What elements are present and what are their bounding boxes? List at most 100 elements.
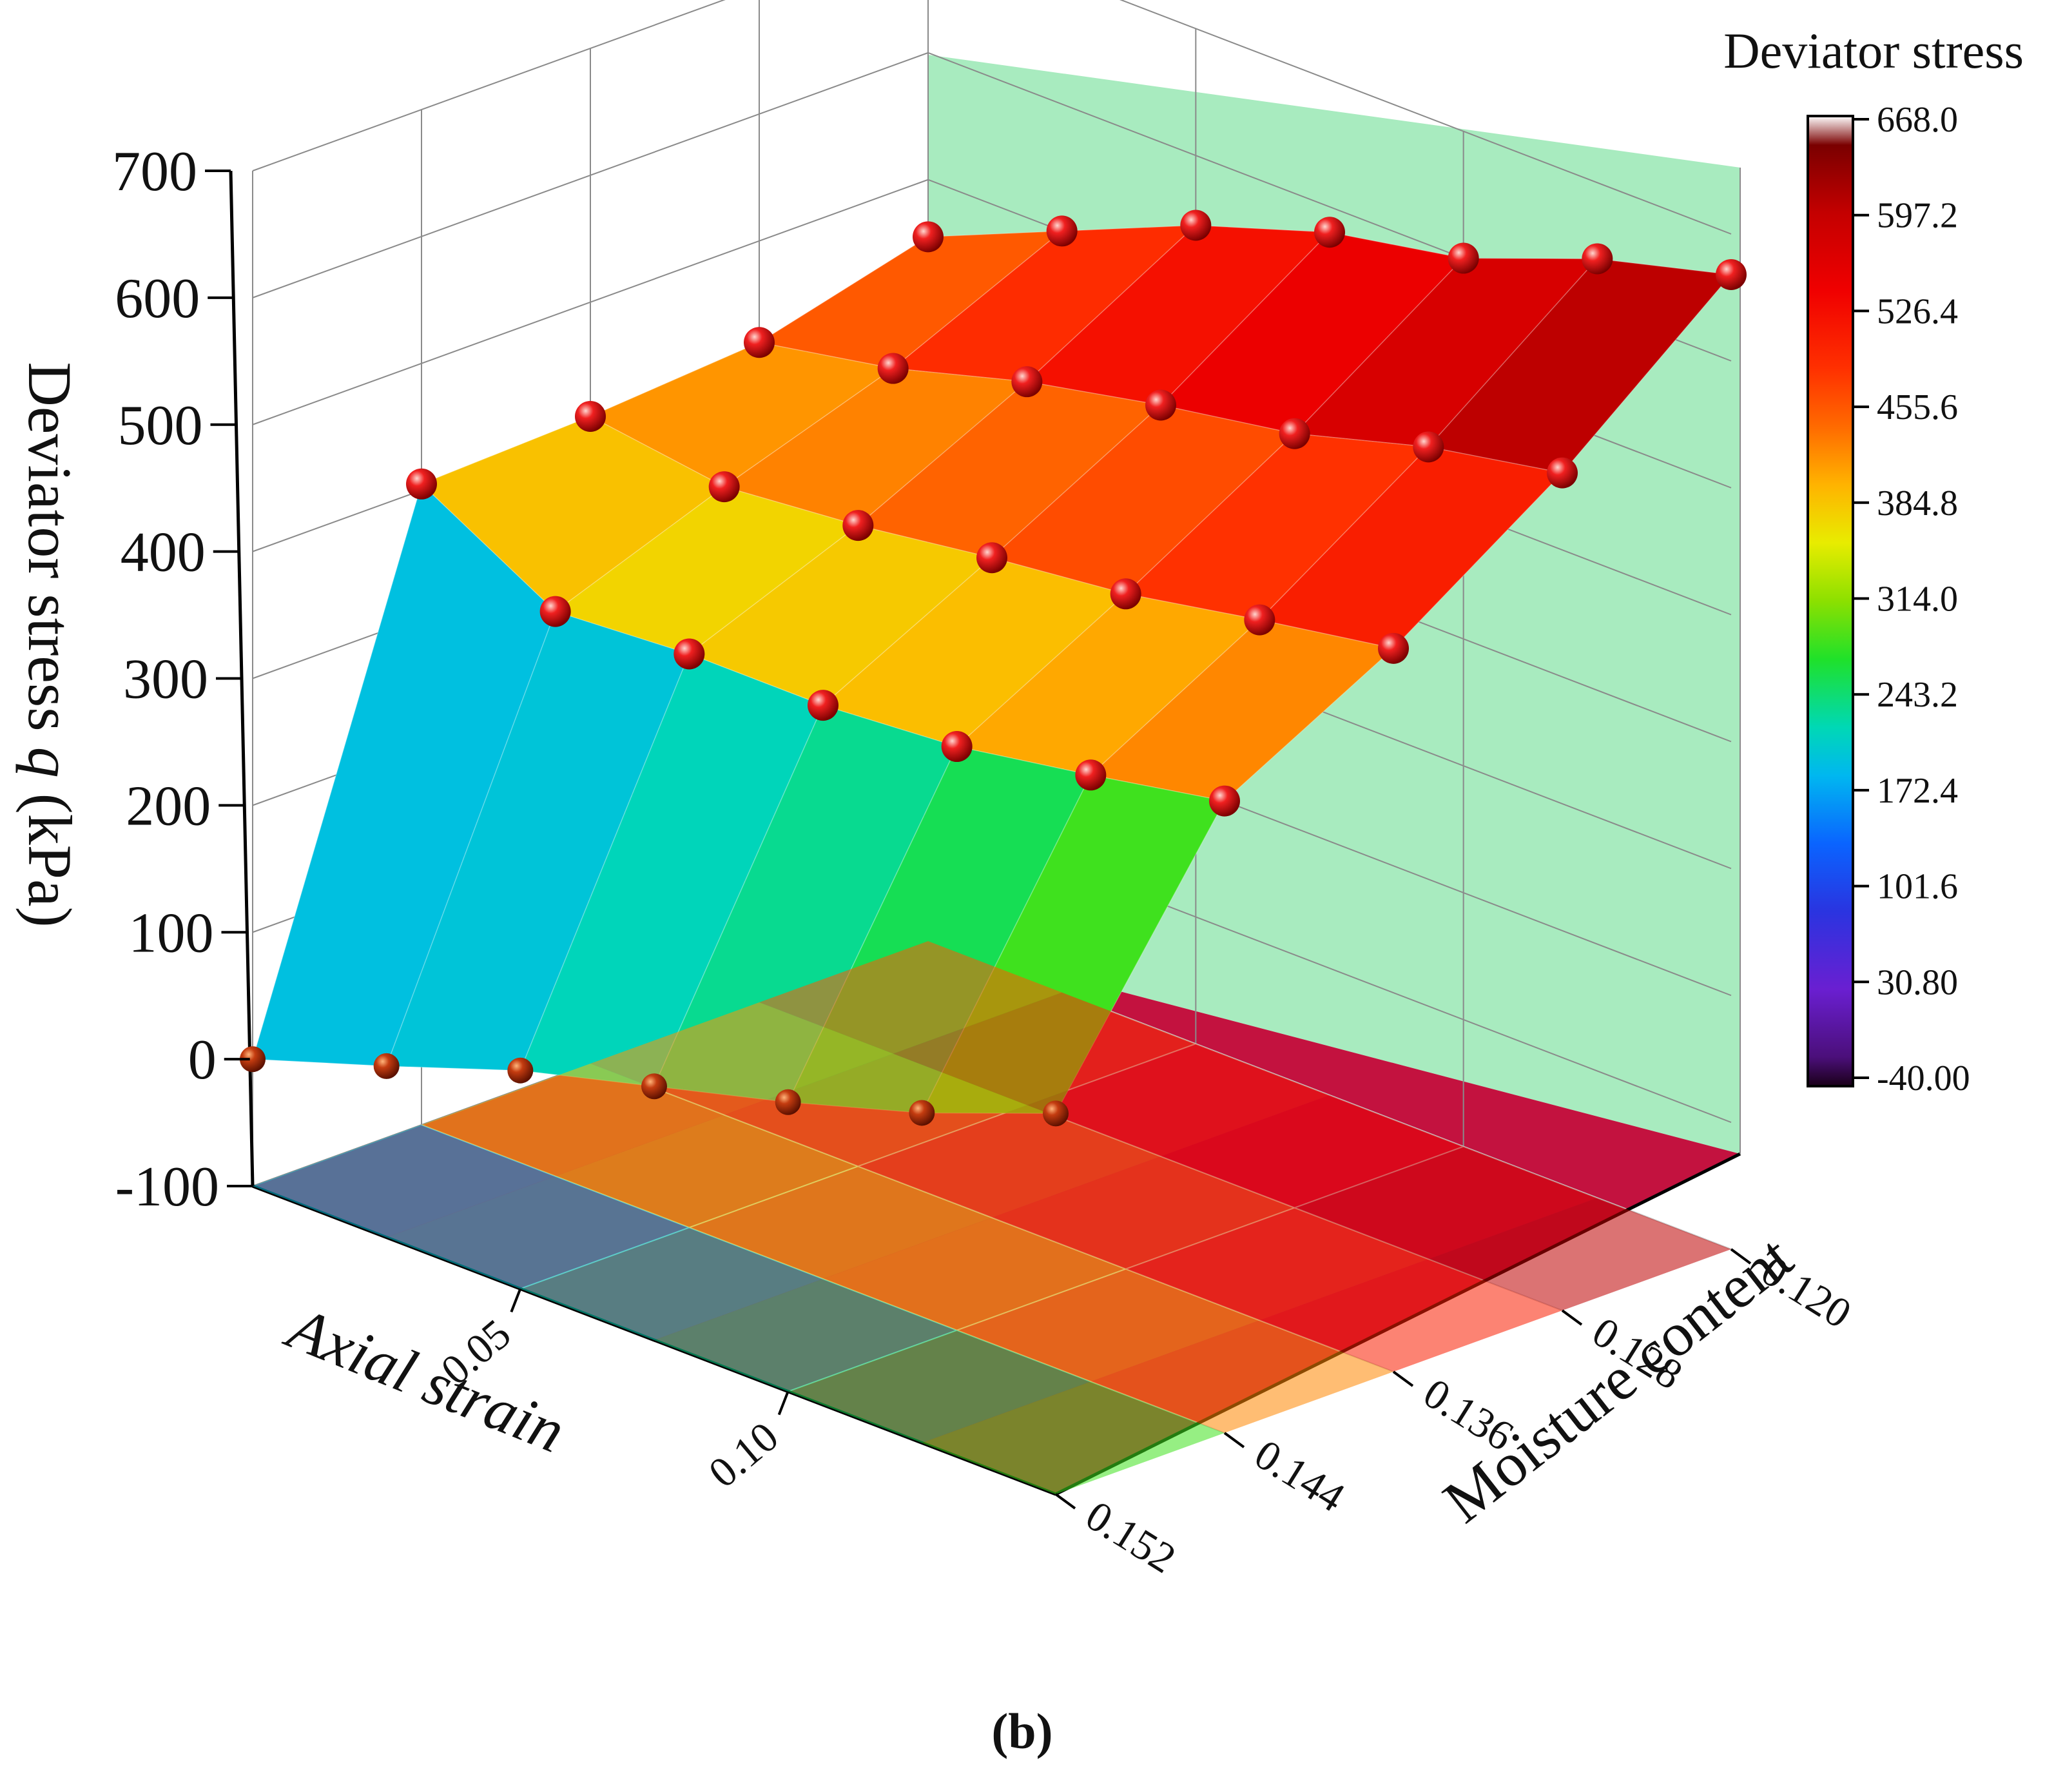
data-point [1582,243,1613,275]
y-tick-mark [1392,1370,1414,1387]
colorbar-title: Deviator stress [1723,23,2024,79]
data-point [1547,457,1578,489]
data-point [373,1053,400,1079]
y-tick-label: 0.144 [1246,1430,1353,1521]
floor-contour-patch [893,992,1196,1105]
data-point [1180,209,1212,241]
data-point [877,353,909,384]
floor-contour-patch [689,1166,992,1279]
data-point [1279,418,1310,449]
z-tick-label: 500 [118,394,203,457]
floor-contour-patch [253,1125,556,1238]
colorbar-tick-label: 668.0 [1877,100,1958,140]
colorbar-tick-label: 30.80 [1877,962,1958,1002]
data-point [1378,632,1409,664]
z-axis-title-italic: q [15,747,84,778]
colorbar-tick-label: -40.00 [1877,1058,1970,1098]
data-point [1011,366,1043,398]
floor-contour-patch [992,1156,1295,1269]
data-point [674,638,705,670]
colorbar: Deviator stress 668.0 597.2 526.4 455.6 384.… [1723,23,2024,1098]
y-tick-mark [1223,1432,1245,1448]
floor-contour-patch [1090,1320,1393,1433]
floor-contour-patch [823,1218,1126,1330]
data-point [909,1100,935,1126]
y-tick-mark [1730,1248,1752,1265]
floor-contour-patch [555,1115,858,1228]
data-point [641,1073,667,1100]
colorbar-tick-label: 172.4 [1877,771,1958,811]
data-point [539,596,571,627]
y-tick-mark [1054,1493,1076,1510]
floor-contour-patch [386,1176,690,1289]
z-tick-label: -100 [115,1156,219,1218]
data-point [1145,389,1176,421]
colorbar-tick-label: 243.2 [1877,675,1958,715]
z-tick-label: 600 [115,268,200,330]
x-tick-mark [510,1288,522,1313]
data-point [913,221,944,253]
data-point [941,731,973,763]
data-point [1110,578,1141,610]
z-tick-label: 0 [188,1029,217,1091]
data-point [406,468,437,500]
data-markers [240,209,1747,1127]
floor-contour-patch [956,1269,1260,1382]
data-point [575,400,606,432]
x-tick-label: 0.10 [700,1413,787,1497]
data-point [1716,259,1747,290]
data-point [1314,217,1345,248]
data-point [1075,759,1107,791]
data-point [842,510,874,541]
colorbar-tick-label: 597.2 [1877,196,1958,236]
x-tick-mark [777,1390,790,1416]
floor-contour-patch [654,1279,957,1392]
z-tick-label: 300 [123,648,208,711]
floor-contour-patch [858,1105,1161,1218]
panel-label: (b) [991,1703,1052,1759]
data-point [976,542,1007,574]
data-point [1209,785,1240,817]
floor-contour-patch [520,1227,823,1340]
z-axis-title-prefix: Deviator stress [15,362,84,746]
surface [252,224,1732,1494]
data-point [808,690,838,721]
colorbar-bar [1807,115,1854,1087]
colorbar-tick-label: 384.8 [1877,483,1958,523]
colorbar-tick-label: 455.6 [1877,387,1958,427]
z-tick-label: 700 [112,141,197,203]
floor-contour-patch [1259,1259,1562,1372]
data-point [1413,431,1444,463]
z-axis-title-suffix: (kPa) [15,778,84,928]
colorbar-tick-label: 101.6 [1877,867,1958,907]
data-point [775,1089,801,1115]
colorbar-tick-label: 314.0 [1877,579,1958,619]
y-tick-mark [1561,1309,1583,1326]
floor-contour-patch [922,1381,1225,1494]
floor-contour-patch [759,941,1062,1054]
data-point [1043,1100,1069,1127]
data-point [1448,242,1479,274]
data-point [708,471,740,503]
floor-contour-patch [1428,1198,1731,1310]
z-axis-ticks: -100 0 100 200 300 400 500 600 700 [112,141,253,1218]
x-axis-title: Axial strain [276,1292,574,1466]
data-point [744,327,775,358]
data-point [1244,604,1275,636]
floor-contour-patch [788,1330,1091,1443]
floor-contour-patch [1161,1095,1464,1208]
z-axis-title: Deviator stress q (kPa) [15,362,84,927]
z-tick-label: 400 [121,521,206,584]
floor-contour-patch [724,1053,1027,1167]
z-tick-label: 200 [126,775,211,837]
colorbar-ticks: 668.0 597.2 526.4 455.6 384.8 314.0 243.2 172.4… [1853,100,1970,1098]
data-point [507,1057,534,1084]
data-point [240,1046,266,1073]
colorbar-tick-label: 526.4 [1877,291,1958,331]
floor-contour-patch [1125,1207,1429,1321]
y-tick-label: 0.152 [1078,1492,1184,1583]
floor-contour-patch [1027,1044,1330,1156]
z-tick-label: 100 [129,902,214,964]
data-point [1046,215,1078,247]
